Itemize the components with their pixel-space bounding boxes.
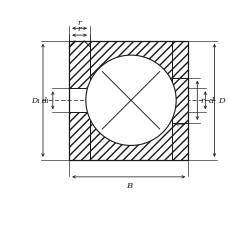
Text: d₁: d₁ <box>42 97 50 105</box>
Bar <box>171 78 187 123</box>
Text: B: B <box>125 181 131 189</box>
Bar <box>69 42 90 89</box>
Bar <box>69 42 187 89</box>
Bar <box>69 113 90 160</box>
Bar <box>171 78 187 123</box>
Text: r: r <box>200 97 204 105</box>
Bar <box>69 42 187 160</box>
Bar <box>69 42 90 89</box>
Circle shape <box>85 56 175 146</box>
Bar <box>69 113 90 160</box>
Text: d: d <box>208 97 213 105</box>
Bar <box>69 113 187 160</box>
Text: r: r <box>77 19 81 26</box>
Text: D₁: D₁ <box>30 97 40 105</box>
Text: D: D <box>217 97 224 105</box>
Text: r: r <box>177 113 181 121</box>
Text: r: r <box>77 25 81 33</box>
Bar <box>69 113 187 160</box>
Bar <box>69 42 187 89</box>
